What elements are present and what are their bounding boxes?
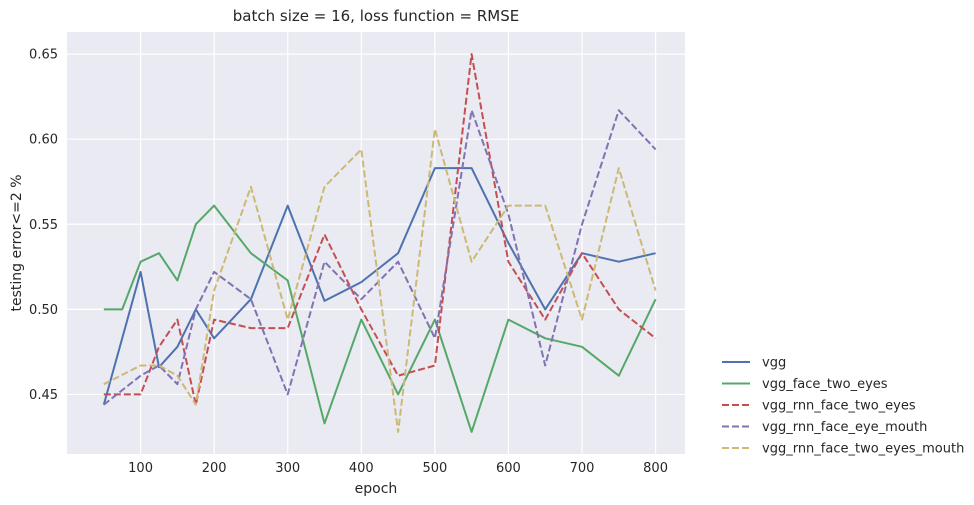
- legend: vgg vgg_face_two_eyes vgg_rnn_face_two_eye…: [722, 356, 964, 457]
- y-tick-label: 0.50: [29, 303, 58, 318]
- x-tick-label: 200: [202, 461, 227, 476]
- y-axis-label: testing error<=2 %: [9, 175, 25, 312]
- y-tick-label: 0.65: [29, 48, 58, 63]
- x-tick-label: 400: [349, 461, 374, 476]
- legend-label: vgg_rnn_face_two_eyes_mouth: [762, 442, 964, 457]
- series-line-vgg-face-two-eyes: [103, 204, 657, 433]
- x-tick-label: 700: [570, 461, 595, 476]
- y-tick-label: 0.45: [29, 388, 58, 403]
- chart-title: batch size = 16, loss function = RMSE: [233, 7, 519, 25]
- x-tick-label: 600: [496, 461, 521, 476]
- x-tick-label: 500: [422, 461, 447, 476]
- plot-area: [67, 32, 685, 454]
- y-axis-ticks: 0.45 0.50 0.55 0.60 0.65: [29, 48, 58, 403]
- legend-label: vgg_rnn_face_eye_mouth: [762, 420, 927, 435]
- legend-label: vgg: [762, 356, 786, 371]
- x-axis-label: epoch: [355, 481, 398, 497]
- series-line-vgg-rnn-face-two-eyes: [103, 53, 657, 406]
- series-line-vgg-rnn-face-eye-mouth: [103, 109, 657, 406]
- y-tick-label: 0.60: [29, 133, 58, 148]
- x-tick-label: 300: [275, 461, 300, 476]
- series-lines: [102, 53, 657, 433]
- series-line-vgg-rnn-face-two-eyes-mouth: [103, 128, 657, 433]
- y-tick-label: 0.55: [29, 218, 58, 233]
- x-tick-label: 100: [128, 461, 153, 476]
- x-tick-label: 800: [643, 461, 668, 476]
- x-axis-ticks: 100 200 300 400 500 600 700 800: [128, 461, 668, 476]
- legend-label: vgg_face_two_eyes: [762, 377, 888, 392]
- legend-label: vgg_rnn_face_two_eyes: [762, 399, 916, 414]
- series-line-vgg: [102, 167, 656, 405]
